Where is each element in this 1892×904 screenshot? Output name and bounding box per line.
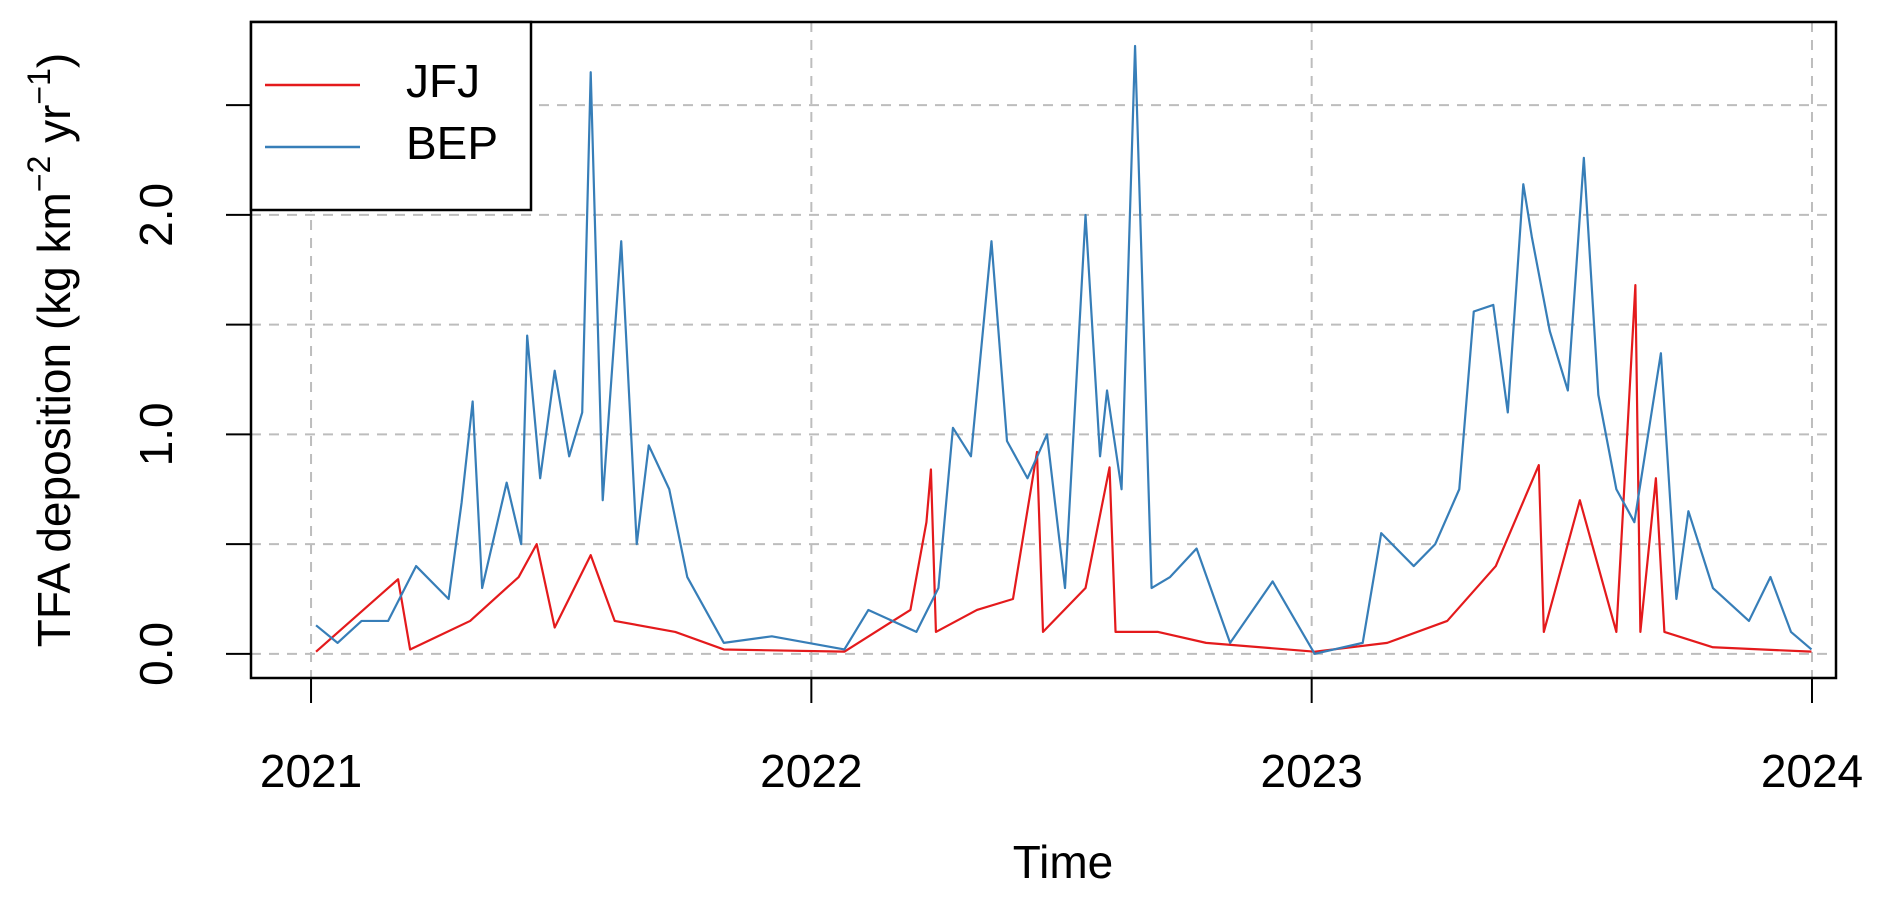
data-line — [315, 284, 1812, 653]
x-tick-label: 2021 — [260, 745, 362, 797]
y-label-sup: −1 — [21, 68, 57, 104]
x-tick-label: 2024 — [1761, 745, 1863, 797]
x-tick-label: 2022 — [760, 745, 862, 797]
y-label-text: yr — [28, 105, 80, 156]
y-axis-label: TFA deposition (kg km−2 yr−1) — [21, 53, 80, 648]
y-tick-label: 2.0 — [130, 183, 182, 247]
legend-box — [249, 20, 533, 212]
legend-label: JFJ — [406, 55, 480, 107]
y-label-sup: −2 — [21, 156, 57, 192]
y-label-text: ) — [28, 53, 80, 68]
x-axis-label: Time — [1013, 836, 1114, 888]
y-label-text: TFA deposition (kg km — [28, 192, 80, 647]
legend-label: BEP — [406, 117, 498, 169]
plot-frame — [249, 20, 1838, 680]
data-line — [315, 44, 1813, 655]
y-tick-label: 0.0 — [130, 622, 182, 686]
y-tick-label: 1.0 — [130, 402, 182, 466]
x-tick-label: 2023 — [1260, 745, 1362, 797]
